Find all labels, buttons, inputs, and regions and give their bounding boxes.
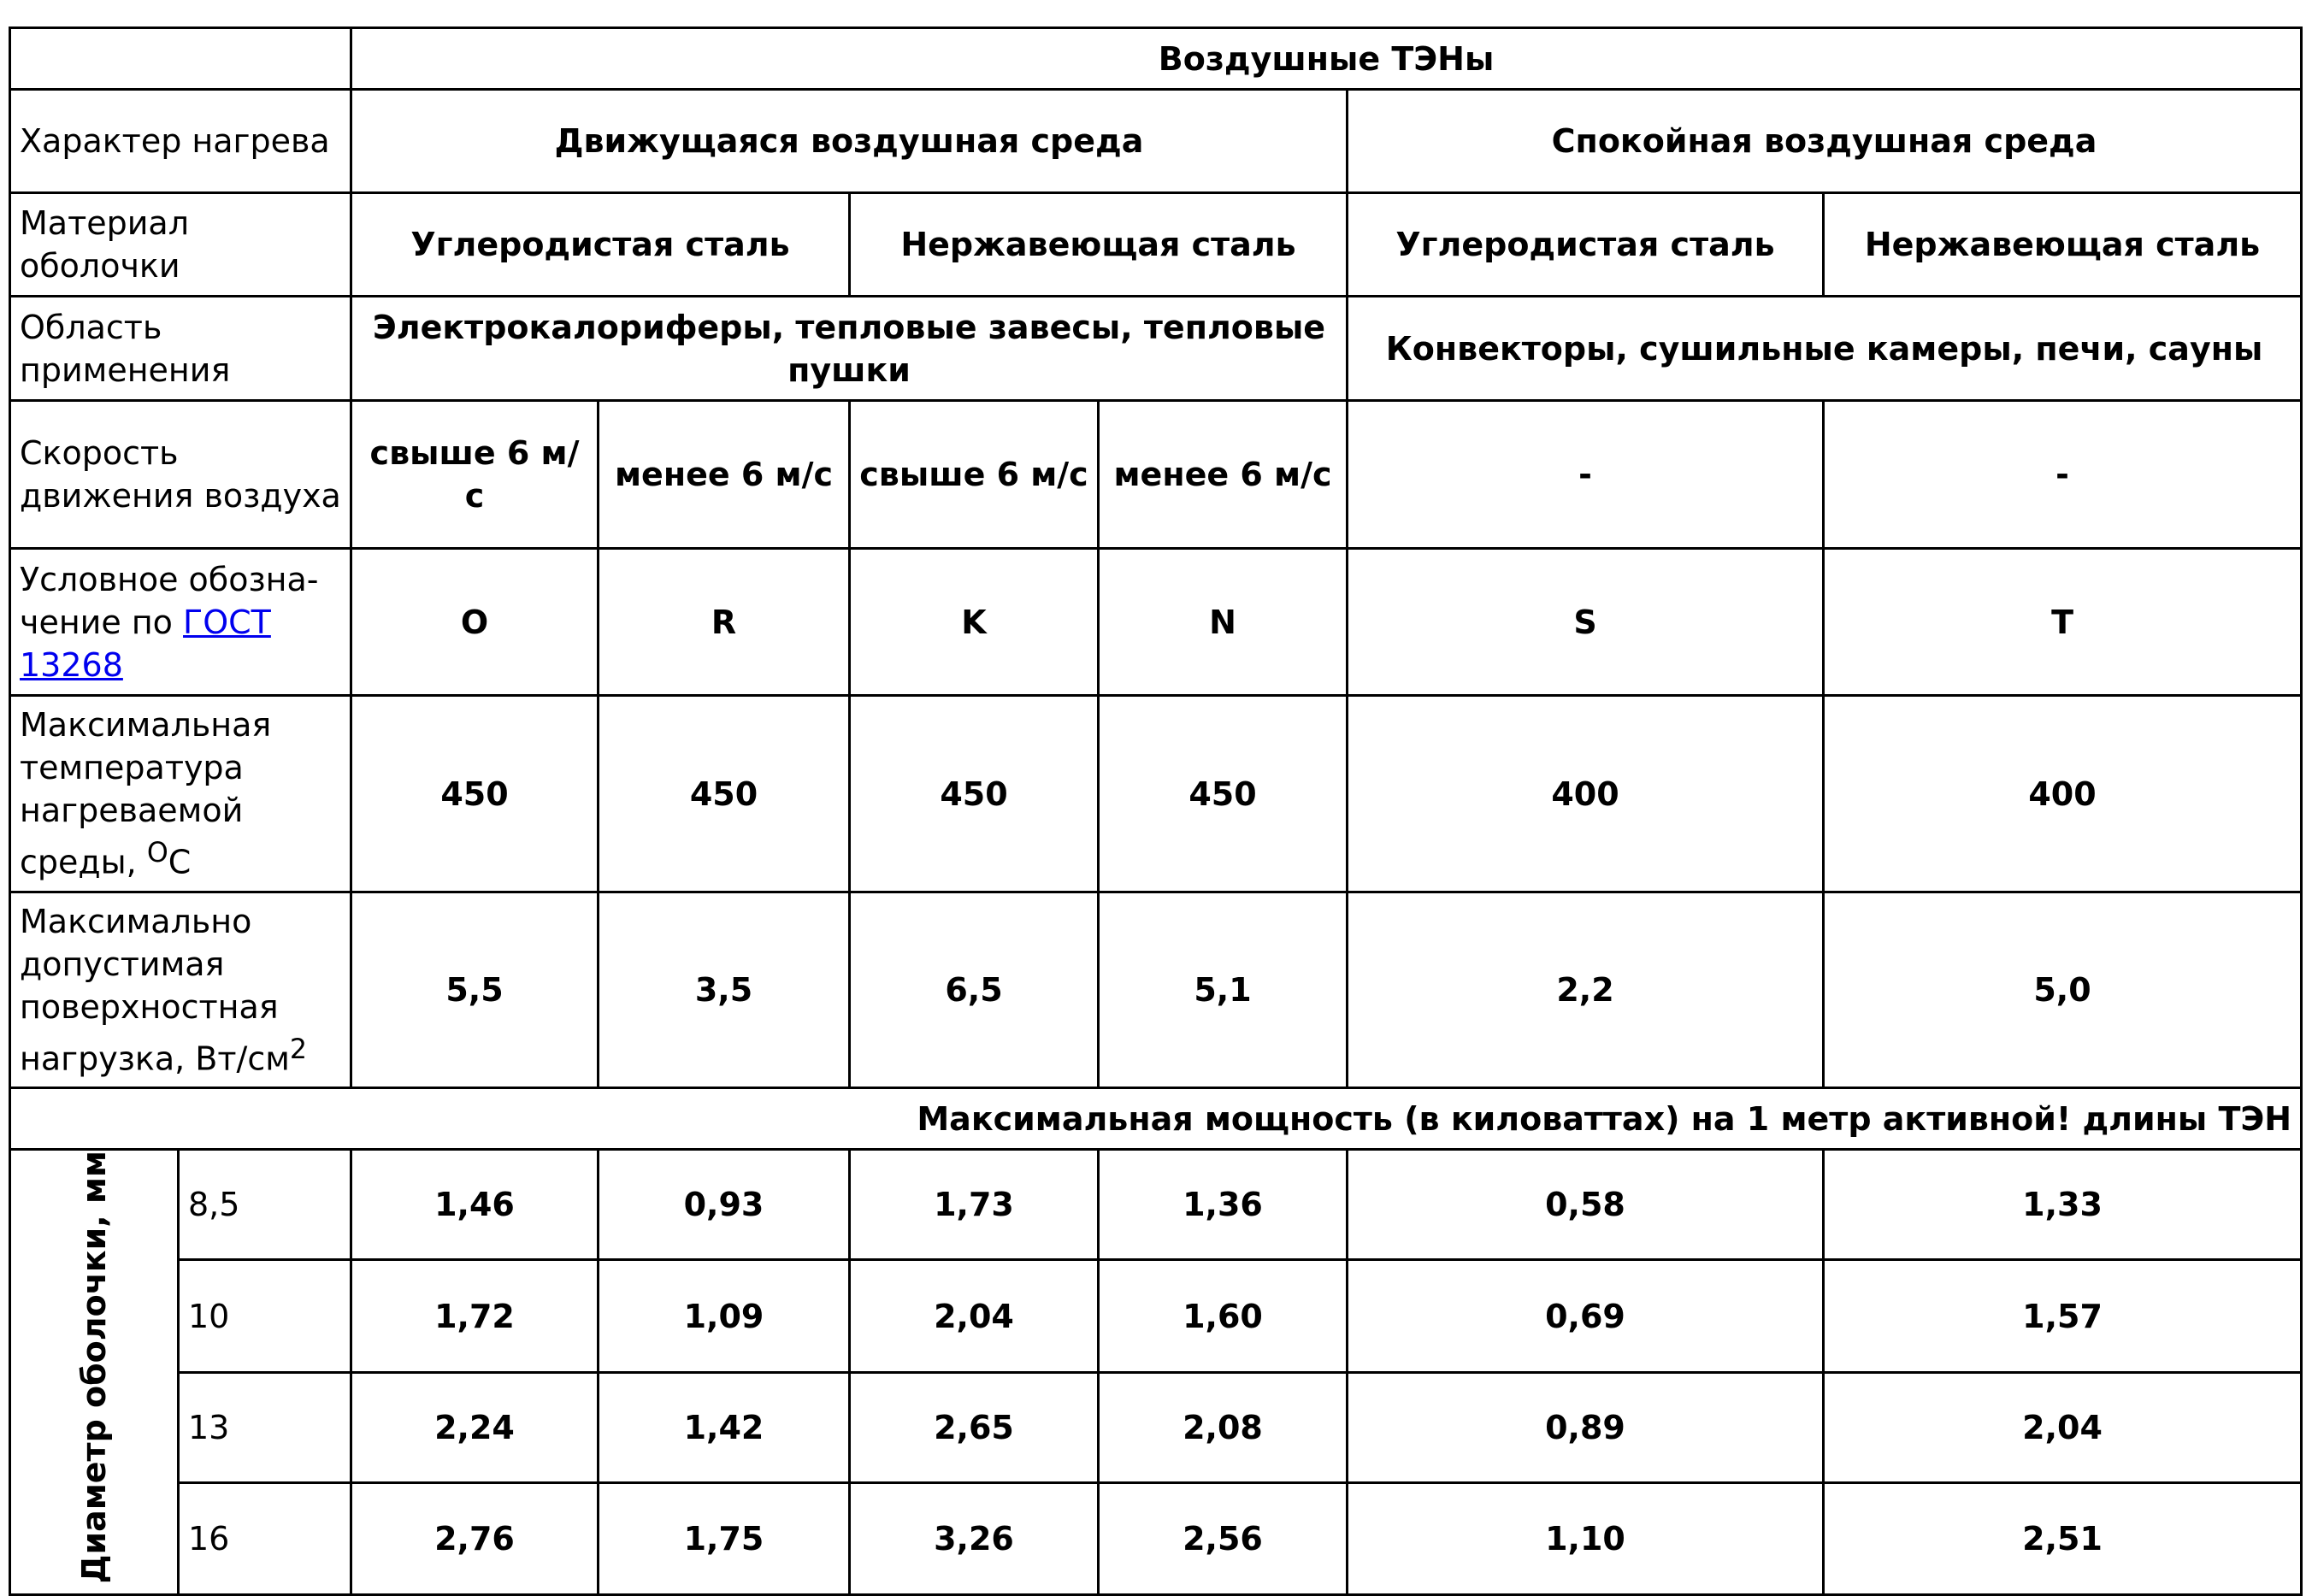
cell: 5,0	[1821, 891, 2303, 1089]
cell: 3,26	[848, 1481, 1100, 1596]
cell: 1,57	[1821, 1258, 2303, 1374]
cell: 0,93	[597, 1147, 851, 1262]
cell: 2,51	[1821, 1481, 2303, 1596]
power-row: 10 1,72 1,09 2,04 1,60 0,69 1,57	[10, 1258, 2303, 1374]
cell: 1,09	[597, 1258, 851, 1374]
cell: N	[1097, 547, 1348, 697]
row-label: Максимально допустимая поверхностная наг…	[9, 891, 352, 1089]
cell: 1,10	[1346, 1481, 1825, 1596]
unit-sup: O	[146, 838, 168, 869]
cell: 1,60	[1097, 1258, 1348, 1374]
cell: 0,69	[1346, 1258, 1825, 1374]
row-label: Область применения	[9, 295, 352, 402]
cell: Углеродистая сталь	[1346, 191, 1825, 297]
cell: 450	[848, 694, 1100, 893]
cell: -	[1346, 399, 1825, 550]
cell: O	[350, 547, 599, 697]
cell: K	[848, 547, 1100, 697]
cell: 450	[597, 694, 851, 893]
cell: 2,04	[1821, 1370, 2303, 1485]
cell: Нержавеющая сталь	[848, 191, 1348, 297]
cell: 2,24	[350, 1370, 599, 1485]
row-label: Материал оболочки	[9, 191, 352, 297]
cell: T	[1821, 547, 2303, 697]
cell: Электрокалориферы, тепловые завесы, тепл…	[350, 295, 1348, 402]
cell: -	[1821, 399, 2303, 550]
cell: 1,36	[1097, 1147, 1348, 1262]
power-row: 16 2,76 1,75 3,26 2,56 1,10 2,51	[10, 1481, 2303, 1596]
row-label: Условное обозна-чение по ГОСТ 13268	[9, 547, 352, 697]
unit-sup: 2	[289, 1034, 308, 1065]
cell: 3,5	[597, 891, 851, 1089]
label-text: Максимально допустимая поверхностная наг…	[20, 902, 290, 1078]
empty-cell	[9, 27, 352, 91]
heater-table: Воздушные ТЭНы Характер нагрева Движущаяс…	[8, 27, 2303, 1596]
cell: 5,1	[1097, 891, 1348, 1089]
cell: Спокойная воздушная среда	[1345, 88, 2303, 194]
cell: 1,75	[597, 1481, 851, 1596]
cell: Углеродистая сталь	[350, 191, 851, 297]
cell: 1,42	[597, 1370, 851, 1485]
label-text: Условное обозна-чение по	[20, 560, 319, 641]
diameter: 8,5	[177, 1147, 352, 1262]
row-label: Максимальная температура нагреваемой сре…	[9, 694, 352, 893]
cell: менее 6 м/с	[1097, 399, 1348, 550]
cell: 1,73	[848, 1147, 1100, 1262]
cell: 2,04	[848, 1258, 1100, 1374]
cell: 2,65	[848, 1370, 1100, 1485]
cell: 6,5	[848, 891, 1100, 1089]
diameter-label: Диаметр оболочки, мм	[75, 1151, 113, 1584]
cell: S	[1346, 547, 1825, 697]
diameter: 10	[177, 1258, 352, 1374]
cell: Движущаяся воздушная среда	[350, 88, 1348, 194]
cell: Конвекторы, сушильные камеры, печи, саун…	[1345, 295, 2303, 402]
power-row: Диаметр оболочки, мм 8,5 1,46 0,93 1,73 1,36 0…	[9, 1147, 2303, 1596]
cell: Нержавеющая сталь	[1821, 191, 2303, 297]
cell: менее 6 м/с	[597, 399, 851, 550]
cell: 450	[1097, 694, 1348, 893]
cell: 2,76	[350, 1481, 599, 1596]
cell: 2,2	[1346, 891, 1825, 1089]
cell: 400	[1346, 694, 1825, 893]
cell: 2,56	[1097, 1481, 1348, 1596]
diameter: 16	[177, 1481, 352, 1596]
cell: 1,46	[350, 1147, 599, 1262]
cell: 0,89	[1346, 1370, 1825, 1485]
page: Воздушные ТЭНы Характер нагрева Движущаяс…	[8, 27, 2303, 1596]
gost-link[interactable]: ГОСТ 13268	[20, 603, 271, 684]
cell: 0,58	[1346, 1147, 1825, 1262]
cell: 2,08	[1097, 1370, 1348, 1485]
table-title: Воздушные ТЭНы	[349, 27, 2303, 91]
diameter-label-cell: Диаметр оболочки, мм	[9, 1147, 180, 1596]
label-text: Максимальная температура нагреваемой сре…	[20, 706, 272, 881]
cell: 1,72	[350, 1258, 599, 1374]
row-label: Характер нагрева	[9, 88, 352, 194]
power-row: 13 2,24 1,42 2,65 2,08 0,89 2,04	[10, 1370, 2303, 1485]
cell: 400	[1821, 694, 2303, 893]
power-title: Максимальная мощность (в киловаттах) на …	[8, 1087, 2303, 1151]
row-label: Скорость движения воздуха	[9, 399, 352, 550]
cell: 5,5	[350, 891, 599, 1089]
cell: свыше 6 м/с	[848, 399, 1100, 550]
cell: 450	[350, 694, 599, 893]
cell: свыше 6 м/с	[350, 399, 599, 550]
cell: 1,33	[1821, 1147, 2303, 1262]
cell: R	[597, 547, 851, 697]
diameter: 13	[177, 1370, 352, 1485]
unit: C	[168, 843, 192, 881]
